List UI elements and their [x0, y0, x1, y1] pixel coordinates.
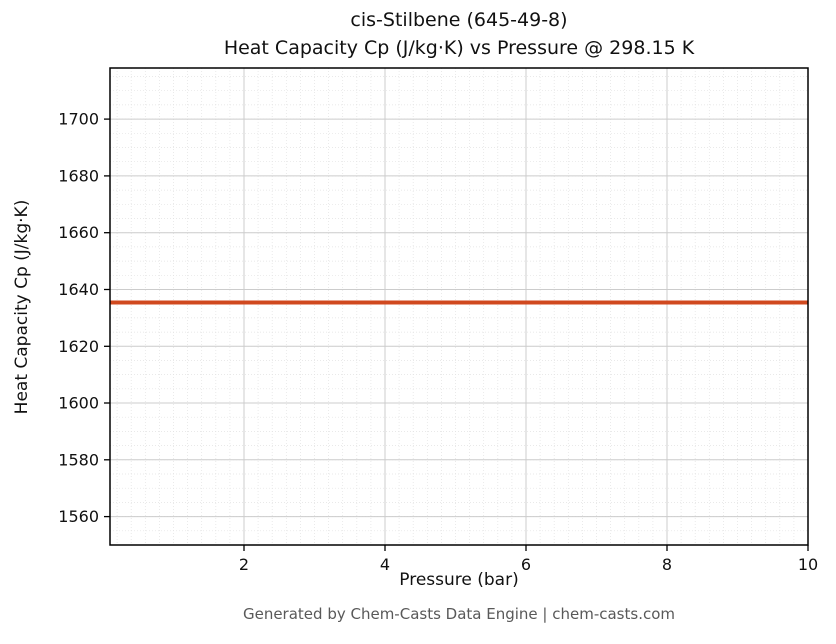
svg-text:1620: 1620	[58, 337, 99, 356]
svg-text:1700: 1700	[58, 110, 99, 129]
svg-text:1560: 1560	[58, 507, 99, 526]
svg-text:1660: 1660	[58, 223, 99, 242]
chart-subtitle: Heat Capacity Cp (J/kg·K) vs Pressure @ …	[223, 37, 695, 59]
y-axis-label: Heat Capacity Cp (J/kg·K)	[12, 199, 32, 415]
svg-text:10: 10	[798, 555, 818, 574]
svg-text:8: 8	[662, 555, 672, 574]
svg-text:1600: 1600	[58, 394, 99, 413]
svg-text:1640: 1640	[58, 280, 99, 299]
svg-text:6: 6	[521, 555, 531, 574]
footer-attribution: Generated by Chem-Casts Data Engine | ch…	[242, 605, 676, 623]
x-axis-label: Pressure (bar)	[399, 570, 519, 590]
chart-title-block: cis-Stilbene (645-49-8) Heat Capacity Cp…	[110, 6, 808, 62]
svg-text:2: 2	[239, 555, 249, 574]
svg-text:4: 4	[380, 555, 390, 574]
svg-text:1680: 1680	[58, 166, 99, 185]
chart-title: cis-Stilbene (645-49-8)	[350, 9, 568, 31]
svg-text:1580: 1580	[58, 450, 99, 469]
